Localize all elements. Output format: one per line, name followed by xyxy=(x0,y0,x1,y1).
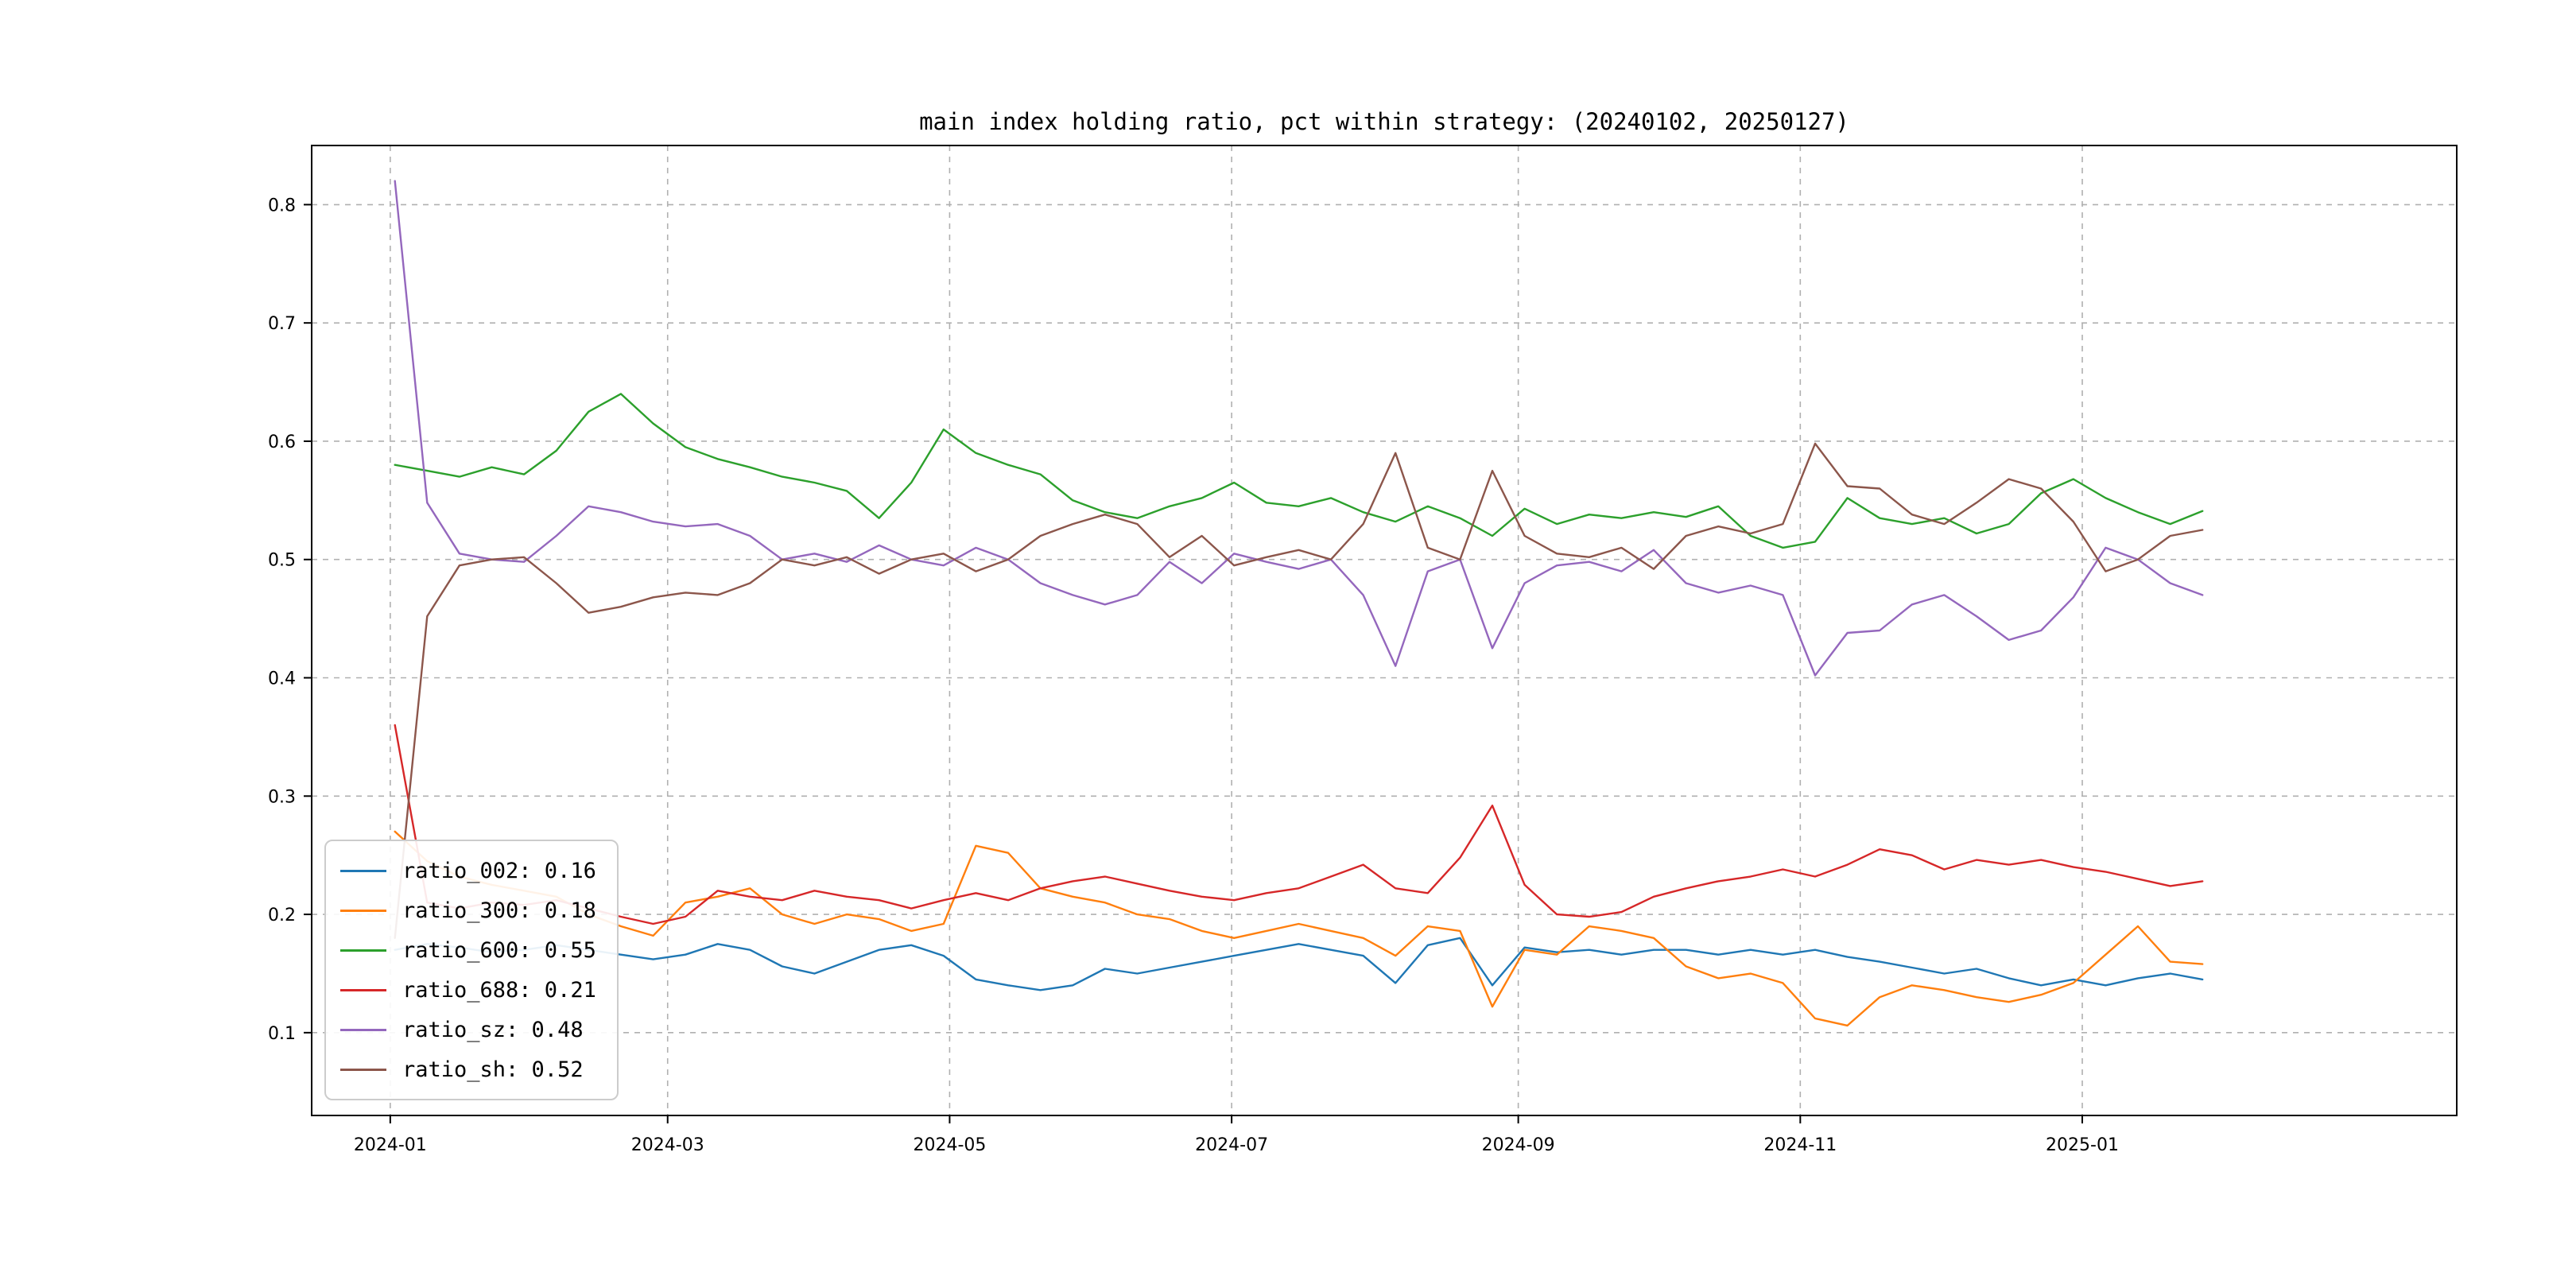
series-line-ratio_sz xyxy=(394,180,2204,677)
legend-line-swatch xyxy=(340,1068,386,1071)
y-tick-label: 0.4 xyxy=(268,669,296,689)
y-tick-label: 0.8 xyxy=(268,196,296,215)
legend-item-ratio_002: ratio_002: 0.16 xyxy=(340,851,596,890)
y-tick-label: 0.6 xyxy=(268,433,296,452)
legend-item-ratio_600: ratio_600: 0.55 xyxy=(340,930,596,970)
x-tick-label: 2024-01 xyxy=(354,1135,427,1155)
y-tick-label: 0.1 xyxy=(268,1024,296,1044)
legend-item-ratio_sz: ratio_sz: 0.48 xyxy=(340,1010,596,1049)
chart-legend: ratio_002: 0.16 ratio_300: 0.18 ratio_600:… xyxy=(324,840,619,1100)
x-tick-label: 2024-11 xyxy=(1763,1135,1837,1155)
legend-item-ratio_sh: ratio_sh: 0.52 xyxy=(340,1049,596,1089)
legend-line-swatch xyxy=(340,949,386,952)
legend-line-swatch xyxy=(340,1028,386,1031)
legend-label: ratio_300: 0.18 xyxy=(402,898,596,923)
y-tick-label: 0.5 xyxy=(268,551,296,571)
legend-line-swatch xyxy=(340,909,386,912)
y-tick-label: 0.7 xyxy=(268,314,296,334)
plot-border xyxy=(311,145,2458,1116)
y-tick-label: 0.2 xyxy=(268,906,296,925)
series-line-ratio_600 xyxy=(394,393,2204,549)
legend-line-swatch xyxy=(340,869,386,872)
legend-line-swatch xyxy=(340,988,386,991)
x-tick-label: 2025-01 xyxy=(2046,1135,2119,1155)
legend-label: ratio_600: 0.55 xyxy=(402,937,596,963)
legend-item-ratio_688: ratio_688: 0.21 xyxy=(340,970,596,1010)
legend-label: ratio_688: 0.21 xyxy=(402,977,596,1003)
legend-label: ratio_sz: 0.48 xyxy=(402,1017,584,1042)
y-tick-label: 0.3 xyxy=(268,787,296,807)
legend-label: ratio_sh: 0.52 xyxy=(402,1057,584,1082)
legend-label: ratio_002: 0.16 xyxy=(402,858,596,883)
series-line-ratio_300 xyxy=(394,830,2204,1027)
series-line-ratio_sh xyxy=(394,442,2204,940)
series-line-ratio_688 xyxy=(394,724,2204,925)
x-tick-label: 2024-05 xyxy=(913,1135,986,1155)
x-tick-label: 2024-07 xyxy=(1195,1135,1268,1155)
legend-item-ratio_300: ratio_300: 0.18 xyxy=(340,890,596,930)
chart-title: main index holding ratio, pct within str… xyxy=(919,108,1849,135)
series-line-ratio_002 xyxy=(394,937,2204,991)
x-tick-label: 2024-03 xyxy=(631,1135,704,1155)
x-tick-label: 2024-09 xyxy=(1482,1135,1555,1155)
